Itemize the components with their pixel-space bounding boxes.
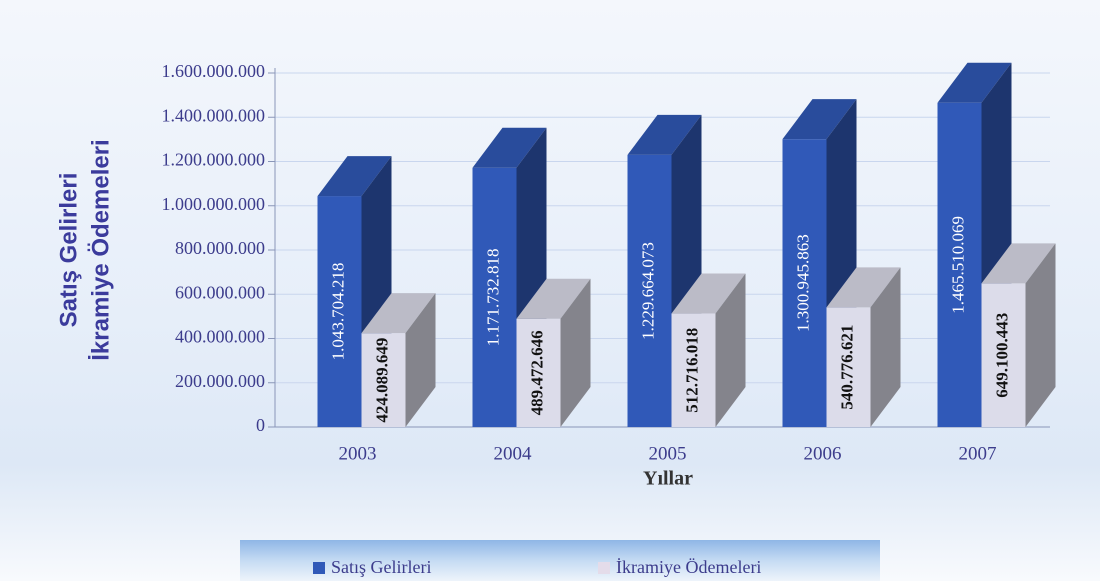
bar-top [782, 99, 857, 140]
x-tick-label: 2004 [494, 443, 533, 464]
data-label: 1.043.704.218 [328, 263, 347, 361]
legend-box [240, 540, 880, 581]
y-tick-label: 200.000.000 [175, 371, 265, 391]
data-label: 1.300.945.863 [793, 234, 812, 332]
y-axis-title: Satış Gelirleri [55, 173, 82, 328]
data-label: 1.229.664.073 [638, 242, 657, 340]
bar [627, 154, 672, 427]
y-tick-label: 800.000.000 [175, 238, 265, 258]
bar [361, 333, 406, 427]
bar [981, 283, 1026, 427]
y-tick-label: 1.400.000.000 [162, 105, 266, 125]
legend-label: Satış Gelirleri [331, 557, 431, 577]
y-axis-title: İkramiye Ödemeleri [87, 139, 114, 360]
data-label: 489.472.646 [527, 330, 546, 415]
data-label: 424.089.649 [372, 338, 391, 423]
y-tick-label: 600.000.000 [175, 282, 265, 302]
legend-label: İkramiye Ödemeleri [616, 557, 761, 577]
bar-side [870, 267, 901, 427]
x-tick-label: 2003 [339, 443, 377, 464]
legend-swatch [313, 562, 325, 574]
bar [472, 167, 517, 427]
x-axis-title: Yıllar [643, 468, 693, 490]
bar-top [937, 62, 1012, 103]
bar [937, 102, 982, 428]
data-label: 1.465.510.069 [948, 216, 967, 314]
y-tick-label: 1.600.000.000 [162, 61, 266, 81]
data-label: 512.716.018 [682, 328, 701, 413]
bar [826, 307, 871, 427]
data-label: 1.171.732.818 [483, 249, 502, 347]
x-tick-label: 2007 [959, 443, 997, 464]
bar-top [826, 267, 901, 308]
y-tick-label: 400.000.000 [175, 327, 265, 347]
x-tick-label: 2005 [649, 443, 687, 464]
bar-side [405, 293, 436, 427]
y-tick-label: 1.200.000.000 [162, 150, 266, 170]
data-label: 540.776.621 [837, 325, 856, 410]
bar-top [317, 156, 392, 197]
bar-top [472, 127, 547, 168]
bar [516, 318, 561, 427]
y-tick-label: 0 [256, 415, 265, 435]
bar-top [627, 114, 702, 155]
bar-side [560, 278, 591, 427]
bar-side [715, 273, 746, 427]
legend-swatch [598, 562, 610, 574]
bar [317, 196, 362, 427]
bar-top [516, 278, 591, 319]
bar-top [671, 273, 746, 314]
data-label: 649.100.443 [992, 313, 1011, 398]
bar [782, 139, 827, 428]
bar-top [361, 293, 436, 334]
bar-top [981, 243, 1056, 284]
y-tick-label: 1.000.000.000 [162, 194, 266, 214]
bar-side [1025, 243, 1056, 427]
plot: 0 200.000.000 400.000.000 600.000.000 800.00… [55, 61, 1056, 577]
bar [671, 313, 716, 427]
x-tick-label: 2006 [804, 443, 842, 464]
